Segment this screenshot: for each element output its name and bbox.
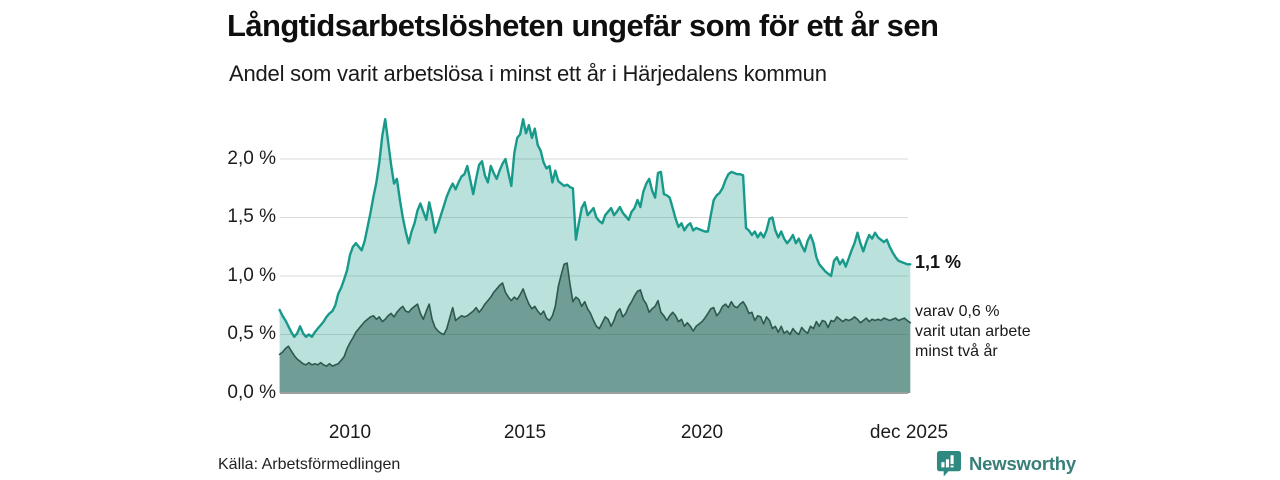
- y-axis-tick: 0,0 %: [227, 382, 276, 403]
- line-series-0: [278, 118, 912, 338]
- y-axis-tick: 1,5 %: [227, 206, 276, 227]
- page-subtitle: Andel som varit arbetslösa i minst ett å…: [229, 61, 827, 86]
- source-credit: Källa: Arbetsförmedlingen: [218, 456, 401, 473]
- annotation-line: varit utan arbete: [915, 323, 1031, 340]
- area-series-0: [279, 119, 911, 393]
- line-series-1: [278, 262, 912, 367]
- x-axis-tick: 2015: [503, 422, 547, 443]
- y-axis-tick: 2,0 %: [227, 148, 276, 169]
- y-axis-tick: 1,0 %: [227, 265, 276, 286]
- x-axis-tick: 2020: [680, 422, 724, 443]
- annotation-line: varav 0,6 %: [915, 303, 1000, 320]
- newsworthy-logo-text: Newsworthy: [969, 453, 1076, 474]
- page-title: Långtidsarbetslösheten ungefär som för e…: [227, 8, 939, 43]
- annotation-line: minst två år: [915, 343, 998, 360]
- end-value-annotation: varav 0,6 % varit utan arbete minst två …: [915, 302, 1031, 362]
- x-axis-tick: 2010: [328, 422, 372, 443]
- area-series-1: [279, 263, 911, 393]
- y-axis-tick: 0,5 %: [227, 323, 276, 344]
- newsworthy-logo-icon: [936, 450, 962, 478]
- newsworthy-logo: Newsworthy: [936, 450, 1076, 478]
- end-value-label: 1,1 %: [915, 252, 962, 272]
- x-axis-tick: dec 2025: [869, 422, 949, 443]
